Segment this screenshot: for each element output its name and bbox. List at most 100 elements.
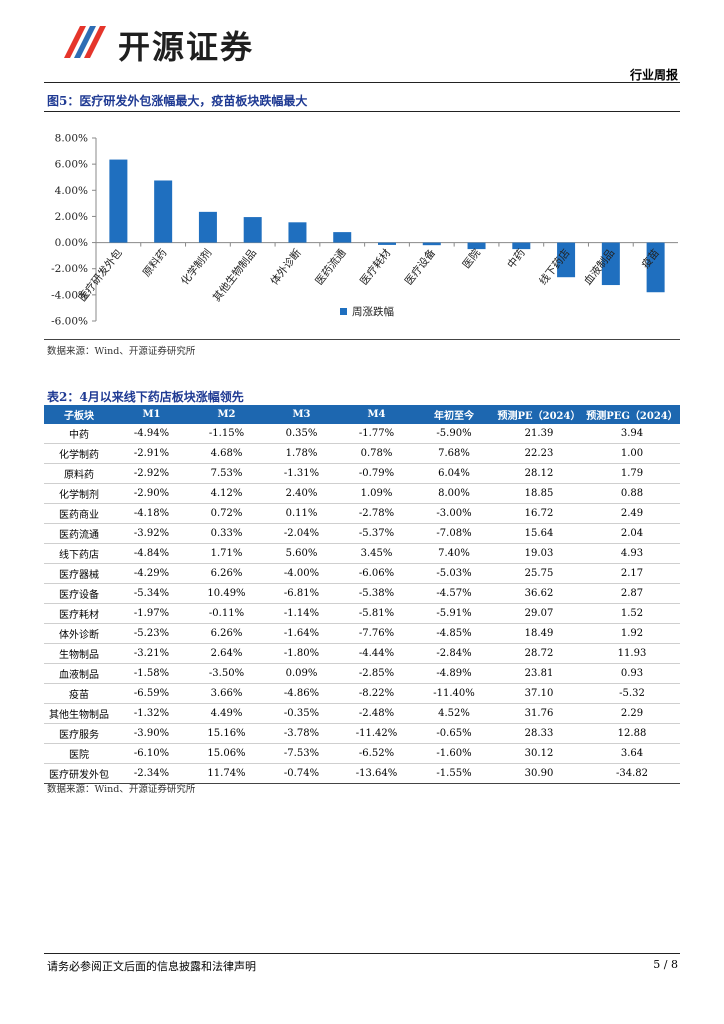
table-cell: -8.22% [339,683,414,704]
table-row: 化学制剂 -2.90% 4.12% 2.40% 1.09% 8.00% 18.85 0.88 [44,483,680,504]
table-cell: 2.49 [584,503,680,524]
sector-performance-table: 子板块 M1 M2 M3 M4 年初至今 预测PE（2024） 预测PEG（2024） 中药 -… [44,405,680,784]
table-cell: -2.90% [114,483,189,504]
table-cell: 30.90 [494,763,584,784]
table-cell: -11.40% [414,683,494,704]
table-cell: -4.86% [264,683,339,704]
table-cell: 36.62 [494,583,584,604]
table-cell: 1.78% [264,443,339,464]
table-cell: 15.06% [189,743,264,764]
table-cell: -2.84% [414,643,494,664]
row-label-cell: 血液制品 [44,663,114,684]
table-cell: -1.97% [114,603,189,624]
document-type: 行业周报 [629,68,678,82]
row-label-cell: 医疗器械 [44,563,114,584]
table-header-row: 子板块 M1 M2 M3 M4 年初至今 预测PE（2024） 预测PEG（2024） [44,405,680,424]
column-header: 子板块 [44,405,114,424]
table-body: 中药 -4.94% -1.15% 0.35% -1.77% -5.90% 21.39 3.94… [44,424,680,784]
bar-疫苗 [646,242,665,293]
figure-bottom-divider [44,339,680,340]
table-cell: -3.50% [189,663,264,684]
table-cell: -5.37% [339,523,414,544]
table-cell: 18.85 [494,483,584,504]
row-label-cell: 医院 [44,743,114,764]
table-cell: 4.68% [189,443,264,464]
table-cell: -6.06% [339,563,414,584]
footer-divider [44,953,680,954]
figure-title: 图5：医疗研发外包涨幅最大，疫苗板块跌幅最大 [47,94,308,108]
table-cell: -1.80% [264,643,339,664]
table-cell: 15.64 [494,523,584,544]
table-cell: 0.33% [189,523,264,544]
table-cell: -13.64% [339,763,414,784]
y-tick-label: 0.00% [55,237,88,249]
table-cell: -3.78% [264,723,339,744]
table-cell: 6.26% [189,623,264,644]
x-tick-label: 医疗设备 [402,246,438,287]
y-tick-label: -2.00% [51,263,88,275]
table-cell: 4.93 [584,543,680,564]
table-cell: 28.12 [494,463,584,484]
table-cell: 2.40% [264,483,339,504]
table-row: 体外诊断 -5.23% 6.26% -1.64% -7.76% -4.85% 18.49 1.… [44,623,680,644]
row-label-cell: 体外诊断 [44,623,114,644]
table-cell: -4.00% [264,563,339,584]
row-label-cell: 中药 [44,424,114,444]
table-cell: 3.45% [339,543,414,564]
table-cell: 0.93 [584,663,680,684]
column-header: M4 [339,405,414,424]
table-cell: 7.40% [414,543,494,564]
bar-chart: 8.00% 6.00% 4.00% 2.00% 0.00% -2.00% -4.00% -6.… [51,133,678,328]
table-cell: 1.00 [584,443,680,464]
table-cell: 1.52 [584,603,680,624]
table-cell: -4.44% [339,643,414,664]
header-divider [44,82,680,83]
table-cell: 2.17 [584,563,680,584]
table-cell: -3.21% [114,643,189,664]
bar-原料药 [154,180,173,243]
table-row: 线下药店 -4.84% 1.71% 5.60% 3.45% 7.40% 19.03 4.93 [44,543,680,564]
column-header: 预测PEG（2024） [584,405,680,424]
x-tick-label: 医药流通 [312,246,348,287]
bar-血液制品 [601,242,620,286]
bar-其他生物制品 [243,217,262,243]
x-tick-label: 体外诊断 [268,246,304,287]
table-cell: 2.04 [584,523,680,544]
table-row: 化学制药 -2.91% 4.68% 1.78% 0.78% 7.68% 22.23 1.00 [44,443,680,464]
table-row: 医疗服务 -3.90% 15.16% -3.78% -11.42% -0.65% 28.33… [44,723,680,744]
table-cell: 6.26% [189,563,264,584]
table-cell: 21.39 [494,424,584,444]
table-cell: -0.65% [414,723,494,744]
table-cell: -4.89% [414,663,494,684]
x-tick-label: 医疗耗材 [357,246,393,287]
table-cell: -7.08% [414,523,494,544]
bar-中药 [512,242,531,250]
table-cell: -6.10% [114,743,189,764]
table-cell: 4.52% [414,703,494,724]
row-label-cell: 医疗服务 [44,723,114,744]
table-cell: -1.64% [264,623,339,644]
table-cell: 23.81 [494,663,584,684]
table-cell: -5.38% [339,583,414,604]
row-label-cell: 生物制品 [44,643,114,664]
table-cell: 0.09% [264,663,339,684]
table-cell: -0.79% [339,463,414,484]
table-row: 医疗研发外包 -2.34% 11.74% -0.74% -13.64% -1.55% 30.… [44,763,680,784]
table-cell: -5.03% [414,563,494,584]
table-cell: 10.49% [189,583,264,604]
table-cell: 2.87 [584,583,680,604]
table-cell: -2.91% [114,443,189,464]
table-row: 医药商业 -4.18% 0.72% 0.11% -2.78% -3.00% 16.72 2.4… [44,503,680,524]
row-label-cell: 疫苗 [44,683,114,704]
table-cell: -5.81% [339,603,414,624]
row-label-cell: 原料药 [44,463,114,484]
table-cell: 37.10 [494,683,584,704]
table-cell: 18.49 [494,623,584,644]
table-cell: -2.34% [114,763,189,784]
table-cell: -1.77% [339,424,414,444]
table-row: 医疗器械 -4.29% 6.26% -4.00% -6.06% -5.03% 25.75 2.… [44,563,680,584]
table-cell: 11.93 [584,643,680,664]
table-cell: 3.94 [584,424,680,444]
table-cell: -2.78% [339,503,414,524]
table-row: 医疗设备 -5.34% 10.49% -6.81% -5.38% -4.57% 36.62 2… [44,583,680,604]
